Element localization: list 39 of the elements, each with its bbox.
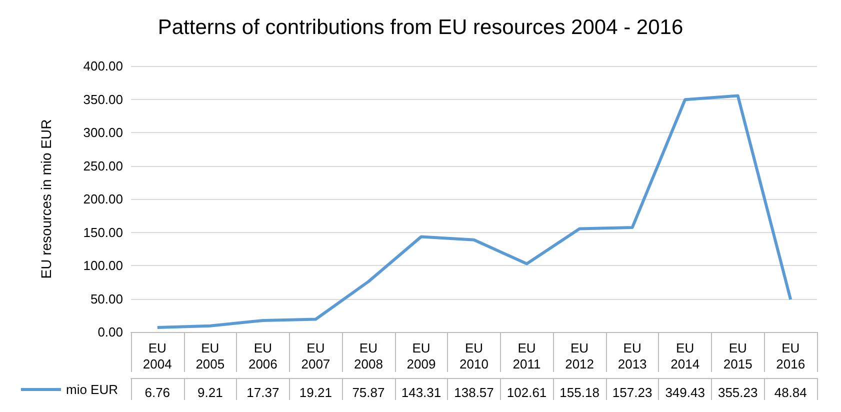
- data-label: 75.87: [352, 385, 385, 400]
- data-label: 6.76: [144, 385, 170, 400]
- data-label: 143.31: [401, 385, 442, 400]
- x-tick-label: EU 2013: [618, 340, 647, 372]
- data-label: 155.18: [560, 385, 600, 400]
- data-label: 102.61: [506, 385, 547, 400]
- legend-label: mio EUR: [66, 382, 118, 397]
- y-tick-label: 300.00: [83, 125, 123, 140]
- data-label: 138.57: [454, 385, 494, 400]
- line-series: [156, 94, 792, 330]
- data-label: 19.21: [299, 385, 332, 400]
- y-tick-label: 200.00: [83, 192, 123, 206]
- x-tick-label: EU 2016: [776, 340, 806, 372]
- y-tick-label: 150.00: [83, 224, 123, 240]
- data-label: 355.23: [718, 385, 758, 400]
- y-tick-label: 0.00: [98, 324, 123, 340]
- x-tick-label: EU 2006: [248, 340, 278, 372]
- y-axis-title: EU resources in mio EUR: [38, 119, 54, 279]
- x-tick-label: EU 2007: [301, 340, 330, 372]
- y-tick-label: 100.00: [83, 258, 123, 273]
- data-label: 349.43: [665, 385, 705, 400]
- data-label: 17.37: [246, 385, 280, 400]
- chart-title: Patterns of contributions from EU resources 2004 - 2016: [158, 16, 684, 39]
- data-label: 48.84: [774, 385, 807, 400]
- x-tick-label: EU 2004: [142, 340, 172, 372]
- x-tick-label: EU 2015: [723, 340, 752, 372]
- data-label: 157.23: [612, 385, 652, 400]
- x-tick-label: EU 2005: [196, 340, 225, 372]
- x-tick-label: EU 2009: [406, 340, 436, 372]
- y-tick-label: 50.00: [90, 291, 123, 306]
- y-tick-label: 350.00: [83, 92, 123, 107]
- y-tick-label: 400.00: [83, 58, 123, 74]
- x-tick-label: EU 2014: [670, 340, 700, 372]
- data-label: 9.21: [198, 385, 223, 400]
- x-tick-label: EU 2010: [460, 340, 488, 372]
- y-tick-label: 250.00: [83, 158, 123, 174]
- x-tick-label: EU 2011: [512, 340, 541, 372]
- x-tick-label: EU 2008: [354, 340, 383, 372]
- x-tick-label: EU 2012: [565, 340, 594, 372]
